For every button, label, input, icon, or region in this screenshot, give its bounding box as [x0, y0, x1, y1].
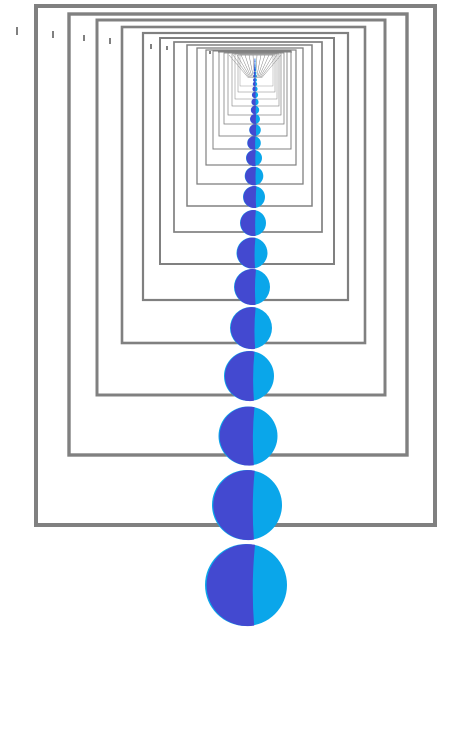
ball-9 [243, 186, 265, 209]
ball-8-primary [240, 210, 256, 237]
balls-layer [205, 58, 287, 627]
ball-14 [250, 114, 260, 125]
ball-21-primary [253, 74, 256, 78]
ball-23-primary [253, 68, 256, 72]
ball-15-primary [250, 105, 256, 115]
ball-3 [218, 406, 278, 466]
ball-11 [246, 150, 262, 167]
ball-30 [254, 58, 256, 60]
frame-18 [239, 54, 274, 87]
vanish-line-14 [261, 54, 282, 79]
vanish-line-6 [248, 54, 254, 79]
ball-2 [212, 470, 282, 541]
ball-14-primary [250, 114, 257, 125]
ball-8 [240, 210, 266, 237]
vanish-line-4 [240, 54, 252, 79]
vanish-line-11 [258, 54, 270, 79]
ball-29 [254, 59, 256, 61]
ball-22 [253, 71, 257, 75]
ball-6 [234, 269, 270, 306]
ball-17 [251, 91, 259, 99]
ball-19 [252, 81, 258, 87]
ball-7-primary [237, 237, 256, 269]
ball-1-primary [206, 544, 256, 627]
vanish-line-2 [232, 54, 250, 79]
ball-24 [254, 67, 256, 70]
ball-25-primary [254, 65, 256, 67]
ball-4 [224, 351, 274, 402]
ball-6-primary [234, 269, 256, 306]
vanish-line-3 [236, 54, 251, 79]
ball-16-primary [251, 98, 256, 106]
ball-1 [205, 544, 287, 627]
ball-4-primary [224, 351, 255, 402]
ball-27-primary [254, 61, 256, 63]
ball-26-primary [254, 63, 256, 65]
vanish-line-13 [260, 54, 278, 79]
ball-18 [252, 86, 258, 92]
ball-7 [236, 237, 268, 269]
ball-18-primary [252, 86, 256, 92]
ball-16 [251, 98, 259, 106]
vanish-line-9 [256, 54, 262, 79]
ball-24-primary [254, 67, 256, 70]
ball-25 [254, 65, 256, 67]
ball-22-primary [253, 71, 256, 75]
ball-3-primary [219, 406, 255, 466]
vanish-line-10 [257, 54, 266, 79]
ball-9-primary [243, 186, 257, 209]
ball-12 [247, 136, 261, 150]
ball-13-primary [249, 124, 257, 136]
ball-5-primary [230, 307, 256, 350]
ball-29-primary [254, 59, 256, 61]
ball-2-primary [213, 470, 255, 541]
ball-27 [254, 61, 256, 63]
ball-10-primary [245, 166, 257, 186]
ball-10 [244, 166, 264, 186]
vanish-line-1 [228, 54, 249, 79]
ball-21 [253, 74, 257, 78]
ball-20 [253, 78, 257, 82]
ball-28-primary [254, 60, 256, 62]
ball-23 [253, 68, 257, 72]
ball-26 [254, 63, 256, 65]
ball-12-primary [247, 136, 256, 150]
vanish-line-12 [259, 54, 274, 79]
ball-5 [230, 307, 272, 350]
ball-17-primary [252, 91, 256, 99]
vanish-line-5 [244, 54, 253, 79]
ball-28 [254, 60, 256, 62]
ball-19-primary [252, 81, 256, 87]
ball-11-primary [246, 150, 256, 167]
ball-20-primary [253, 78, 256, 82]
ball-15 [250, 105, 260, 115]
ticks-layer [16, 27, 211, 54]
ball-13 [249, 124, 261, 136]
ball-30-primary [254, 58, 256, 60]
